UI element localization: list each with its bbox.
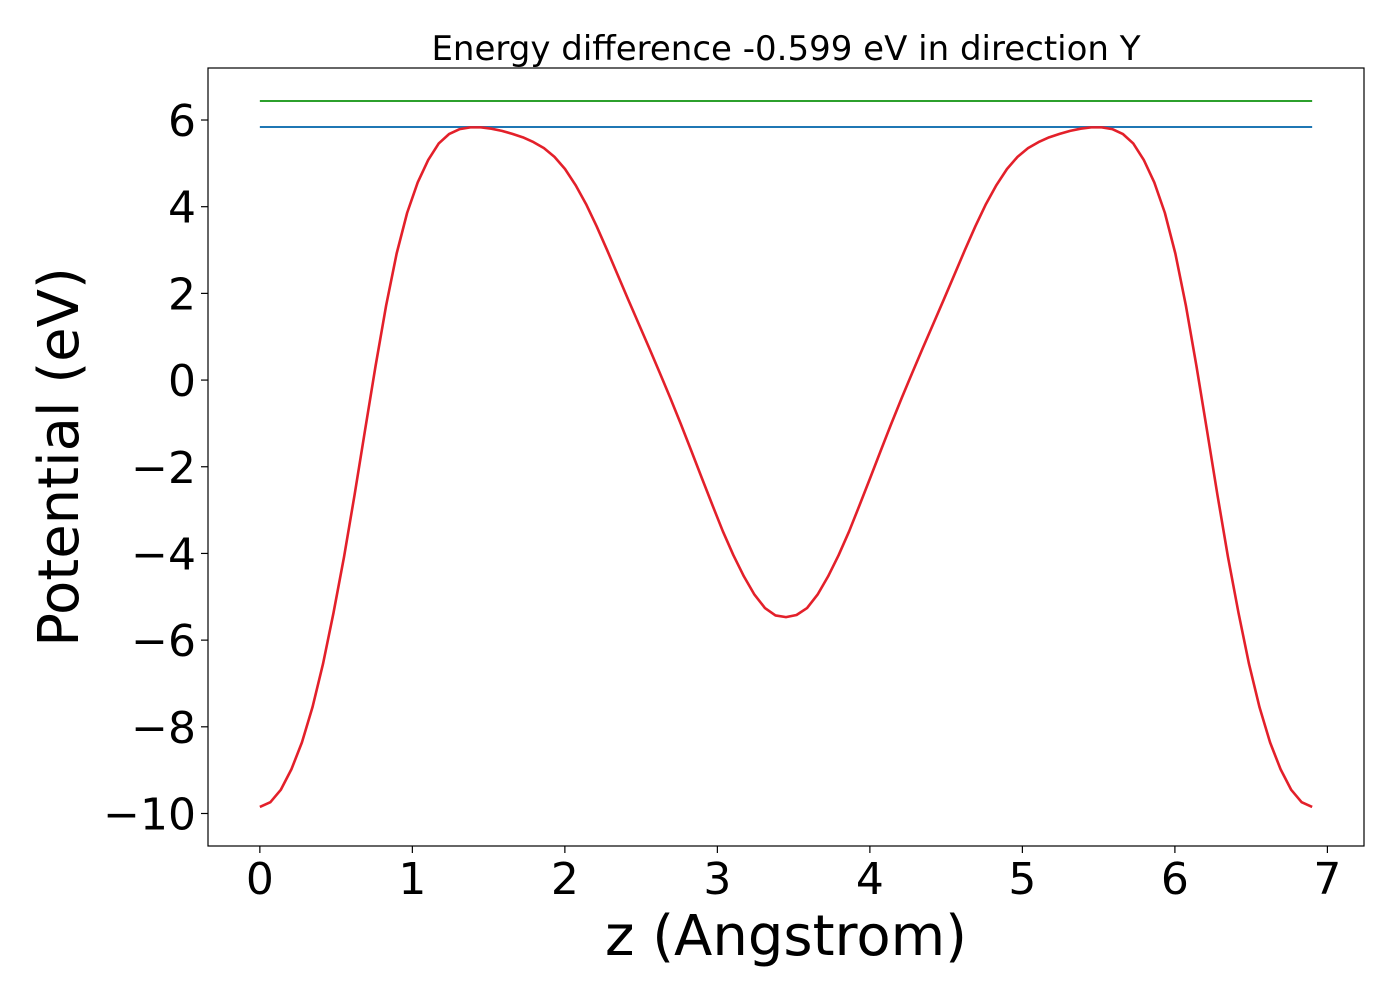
y-tick-label: −2 xyxy=(131,443,196,494)
y-tick-label: 4 xyxy=(168,183,196,234)
x-tick-label: 0 xyxy=(246,854,274,905)
x-tick-label: 4 xyxy=(856,854,884,905)
series-layer xyxy=(259,99,1313,809)
plot-frame xyxy=(207,67,1365,847)
x-tick-label: 5 xyxy=(1008,854,1036,905)
y-tick-label: 2 xyxy=(168,269,196,320)
y-tick-label: −4 xyxy=(131,529,196,580)
y-tick-label: −8 xyxy=(131,703,196,754)
y-tick-label: −6 xyxy=(131,616,196,667)
y-tick-label: 6 xyxy=(168,96,196,147)
x-tick-label: 6 xyxy=(1161,854,1189,905)
x-tick-label: 7 xyxy=(1313,854,1341,905)
chart-title: Energy difference -0.599 eV in direction… xyxy=(431,29,1140,69)
y-tick-label: −10 xyxy=(103,789,196,840)
x-tick-label: 2 xyxy=(551,854,579,905)
x-axis-label: z (Angstrom) xyxy=(605,904,967,969)
y-axis-label: Potential (eV) xyxy=(27,267,92,647)
x-axis: 0 1 2 3 4 5 6 7 xyxy=(246,846,1341,905)
x-tick-label: 1 xyxy=(398,854,426,905)
y-axis: −10 −8 −6 −4 −2 0 2 4 6 xyxy=(103,96,208,840)
x-tick-label: 3 xyxy=(703,854,731,905)
y-tick-label: 0 xyxy=(168,356,196,407)
series-line-3 xyxy=(259,126,1313,809)
